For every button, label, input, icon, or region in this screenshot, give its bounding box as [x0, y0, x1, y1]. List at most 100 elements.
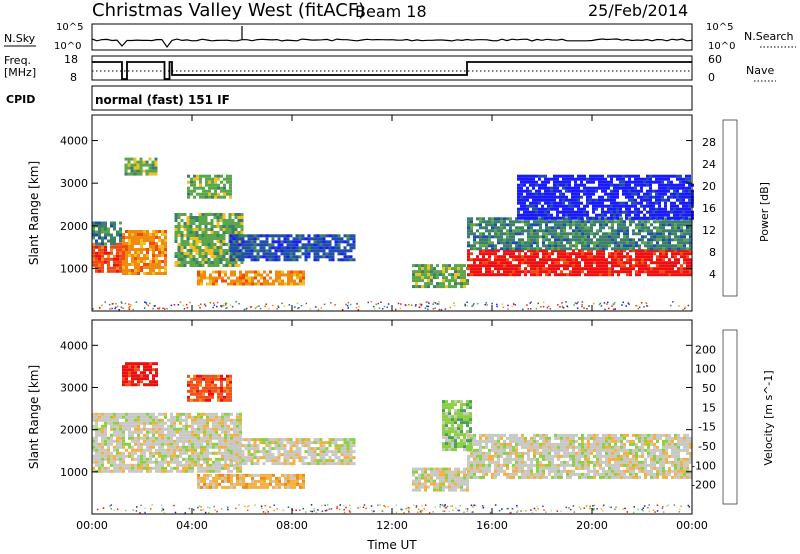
power-speckle	[432, 308, 435, 310]
velocity-region-0-cell	[116, 412, 119, 416]
power-region-11-cell	[646, 204, 649, 208]
power-region-8-cell	[460, 273, 463, 277]
velocity-region-0-cell	[95, 448, 98, 452]
velocity-region-4-cell	[229, 444, 233, 448]
power-region-10-cell	[566, 220, 569, 224]
velocity-region-0-cell	[143, 436, 146, 440]
power-region-9-cell	[596, 267, 599, 271]
power-region-9-cell	[626, 261, 629, 265]
power-region-10-cell	[545, 229, 548, 233]
velocity-region-1-cell	[125, 362, 128, 366]
velocity-region-0-cell	[131, 436, 134, 440]
velocity-region-0-cell	[158, 442, 161, 446]
power-region-6-cell	[218, 270, 221, 274]
power-region-11-cell	[559, 201, 562, 205]
velocity-region-4-cell	[271, 459, 275, 463]
power-region-9-cell	[566, 252, 569, 256]
power-region-4-cell	[127, 160, 131, 164]
power-region-0-cell	[98, 266, 101, 270]
power-region-8-cell	[442, 270, 445, 274]
power-region-10-cell	[587, 241, 590, 245]
velocity-region-3-cell	[203, 485, 206, 489]
velocity-region-0-cell	[92, 424, 95, 428]
power-region-10-cell	[509, 232, 512, 236]
power-region-2-cell	[128, 242, 131, 245]
power-region-9-cell	[551, 264, 554, 268]
power-region-8-cell	[427, 285, 430, 289]
velocity-region-0-cell	[137, 442, 140, 446]
velocity-region-0-cell	[110, 427, 113, 431]
power-speckle	[380, 301, 382, 303]
power-region-9-cell	[524, 255, 527, 259]
power-region-10-cell	[494, 223, 497, 227]
velocity-region-3-cell	[221, 476, 224, 480]
power-region-11-cell	[658, 186, 661, 190]
power-region-11-cell	[601, 216, 604, 220]
power-region-10-cell	[677, 244, 680, 248]
power-region-9-cell	[662, 273, 665, 277]
power-region-10-cell	[611, 223, 614, 227]
power-region-10-cell	[632, 247, 635, 251]
velocity-region-0-cell	[185, 430, 188, 434]
power-region-3-cell	[237, 246, 241, 249]
power-region-9-cell	[686, 273, 689, 277]
power-region-10-cell	[485, 241, 488, 245]
power-region-4-cell	[124, 172, 128, 176]
velocity-region-2-cell	[220, 389, 223, 393]
power-region-9-cell	[536, 261, 539, 265]
power-region-10-cell	[494, 220, 497, 224]
velocity-region-0-cell	[200, 466, 203, 470]
velocity-region-0-cell	[125, 421, 128, 425]
power-region-1-cell	[113, 224, 116, 228]
power-region-9-cell	[662, 255, 665, 259]
velocity-region-2-cell	[217, 386, 220, 390]
velocity-region-2-cell	[229, 377, 232, 381]
velocity-region-4-cell	[247, 453, 251, 457]
power-region-11-cell	[652, 204, 655, 208]
power-region-9-cell	[566, 273, 569, 277]
power-region-11-cell	[589, 201, 592, 205]
power-region-7-cell	[265, 249, 269, 253]
power-region-3-cell	[183, 222, 187, 225]
power-region-3-cell	[180, 237, 184, 240]
power-region-6-cell	[245, 276, 248, 280]
velocity-region-0-cell	[131, 439, 134, 443]
power-region-10-cell	[674, 232, 677, 236]
velocity-region-0-cell	[146, 433, 149, 437]
power-region-7-cell	[256, 243, 260, 247]
velocity-region-0-cell	[134, 457, 137, 461]
power-region-11-cell	[550, 186, 553, 190]
power-region-9-cell	[674, 249, 677, 253]
power-region-11-cell	[637, 177, 640, 181]
power-region-10-cell	[548, 238, 551, 242]
velocity-region-0-cell	[197, 454, 200, 458]
power-region-3-cell	[177, 225, 181, 228]
power-region-5-cell	[199, 186, 202, 190]
power-region-10-cell	[644, 241, 647, 245]
velocity-region-0-cell	[158, 424, 161, 428]
power-region-9-cell	[518, 270, 521, 274]
velocity-region-3-cell	[293, 479, 296, 483]
power-region-11-cell	[550, 192, 553, 196]
power-region-10-cell	[578, 229, 581, 233]
power-region-11-cell	[529, 201, 532, 205]
power-region-11-cell	[532, 186, 535, 190]
power-region-3-cell	[213, 237, 217, 240]
power-region-9-cell	[641, 270, 644, 274]
power-region-6-cell	[254, 270, 257, 274]
power-region-2-cell	[158, 272, 161, 275]
power-region-9-cell	[506, 270, 509, 274]
power-region-11-cell	[517, 201, 520, 205]
power-speckle	[530, 301, 533, 303]
power-speckle	[672, 301, 674, 303]
velocity-region-0-cell	[110, 469, 113, 473]
velocity-region-0-cell	[107, 415, 110, 419]
velocity-region-0-cell	[197, 421, 200, 425]
power-region-11-cell	[544, 174, 547, 178]
velocity-region-0-cell	[161, 442, 164, 446]
velocity-region-3-cell	[266, 476, 269, 480]
power-region-9-cell	[545, 252, 548, 256]
power-region-10-cell	[617, 232, 620, 236]
power-region-11-cell	[541, 195, 544, 199]
power-region-10-cell	[623, 247, 626, 251]
